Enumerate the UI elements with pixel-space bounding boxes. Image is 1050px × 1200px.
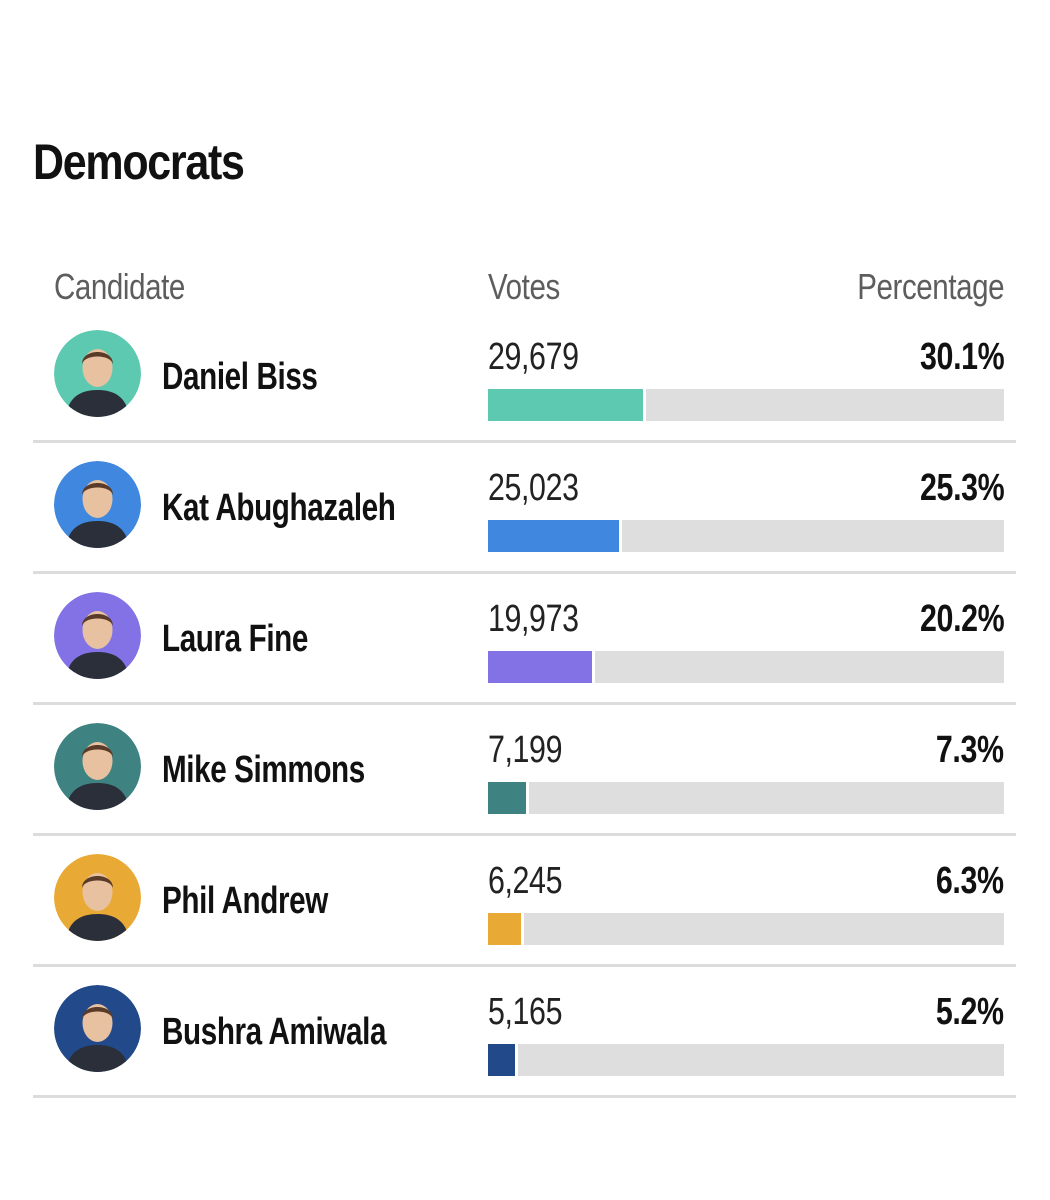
vote-share-bar-track	[488, 782, 1004, 814]
vote-percentage: 30.1%	[919, 336, 1005, 378]
candidate-row: Laura Fine 19,973 20.2%	[33, 574, 1016, 705]
vote-count: 6,245	[488, 860, 563, 902]
percentage-column-header: Percentage	[857, 266, 1004, 307]
vote-share-bar	[488, 651, 596, 683]
vote-percentage: 25.3%	[919, 467, 1005, 509]
vote-share-bar	[488, 389, 647, 421]
vote-share-bar-track	[488, 913, 1004, 945]
candidate-name: Bushra Amiwala	[162, 1011, 387, 1053]
vote-count: 19,973	[488, 598, 579, 640]
vote-count: 29,679	[488, 336, 579, 378]
candidate-name: Mike Simmons	[162, 749, 365, 791]
candidate-name: Phil Andrew	[162, 880, 328, 922]
candidate-row: Daniel Biss 29,679 30.1%	[33, 312, 1016, 443]
candidate-row: Mike Simmons 7,199 7.3%	[33, 705, 1016, 836]
vote-share-bar-track	[488, 1044, 1004, 1076]
vote-count: 25,023	[488, 467, 579, 509]
vote-share-bar	[488, 520, 622, 552]
candidate-name: Daniel Biss	[162, 356, 318, 398]
vote-share-bar-track	[488, 389, 1004, 421]
vote-share-bar	[488, 782, 529, 814]
vote-share-bar	[488, 1044, 518, 1076]
candidate-row: Phil Andrew 6,245 6.3%	[33, 836, 1016, 967]
candidate-photo-icon	[54, 592, 141, 679]
vote-count: 7,199	[488, 729, 563, 771]
candidate-name: Laura Fine	[162, 618, 308, 660]
results-table: Daniel Biss 29,679 30.1% Kat Abughazaleh…	[33, 312, 1016, 1098]
section-title: Democrats	[33, 134, 245, 190]
votes-column-header: Votes	[488, 266, 560, 307]
candidate-row: Kat Abughazaleh 25,023 25.3%	[33, 443, 1016, 574]
vote-count: 5,165	[488, 991, 563, 1033]
vote-share-bar-track	[488, 651, 1004, 683]
vote-share-bar-track	[488, 520, 1004, 552]
results-table-header: Candidate Votes Percentage	[0, 262, 1050, 312]
vote-percentage: 20.2%	[919, 598, 1005, 640]
candidate-column-header: Candidate	[54, 266, 185, 307]
vote-percentage: 7.3%	[936, 729, 1004, 771]
candidate-photo-icon	[54, 854, 141, 941]
vote-share-bar	[488, 913, 524, 945]
vote-percentage: 6.3%	[936, 860, 1004, 902]
candidate-row: Bushra Amiwala 5,165 5.2%	[33, 967, 1016, 1098]
candidate-name: Kat Abughazaleh	[162, 487, 396, 529]
candidate-photo-icon	[54, 985, 141, 1072]
vote-percentage: 5.2%	[936, 991, 1004, 1033]
candidate-photo-icon	[54, 461, 141, 548]
candidate-photo-icon	[54, 330, 141, 417]
candidate-photo-icon	[54, 723, 141, 810]
